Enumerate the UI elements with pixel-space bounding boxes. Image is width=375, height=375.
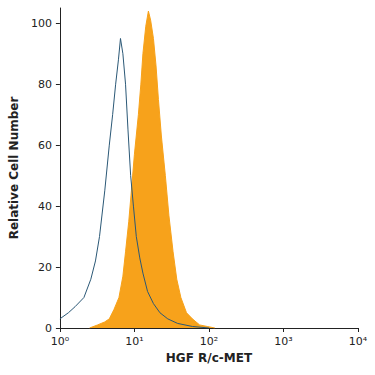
svg-text:100: 100 [31,17,52,30]
svg-text:Relative Cell Number: Relative Cell Number [7,97,21,240]
svg-text:20: 20 [38,261,52,274]
svg-text:HGF R/c-MET: HGF R/c-MET [166,351,253,365]
svg-text:10¹: 10¹ [125,335,143,348]
svg-text:10³: 10³ [274,335,292,348]
svg-text:80: 80 [38,78,52,91]
svg-text:40: 40 [38,200,52,213]
svg-text:0: 0 [45,322,52,335]
svg-text:10⁴: 10⁴ [349,335,368,348]
svg-text:60: 60 [38,139,52,152]
svg-text:10⁰: 10⁰ [51,335,70,348]
svg-text:10²: 10² [200,335,218,348]
